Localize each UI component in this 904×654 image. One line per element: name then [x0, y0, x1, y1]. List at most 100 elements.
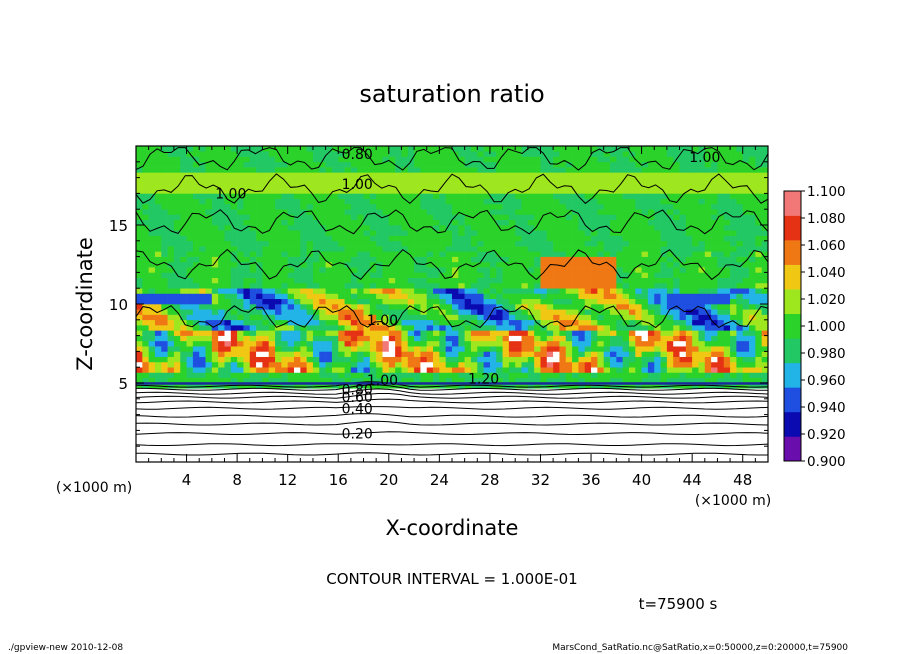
field-cell	[527, 388, 535, 394]
field-cell	[578, 203, 586, 210]
field-cell	[445, 272, 453, 278]
field-cell	[711, 393, 718, 400]
field-cell	[730, 288, 737, 294]
field-cell	[591, 219, 598, 226]
field-cell	[666, 246, 674, 252]
field-cell	[224, 319, 232, 326]
field-cell	[186, 246, 194, 252]
field-cell	[565, 225, 573, 231]
field-cell	[388, 309, 396, 315]
field-cell	[515, 214, 522, 221]
field-cell	[186, 425, 194, 431]
field-cell	[572, 203, 579, 210]
field-cell	[363, 256, 371, 263]
field-cell	[565, 240, 573, 247]
field-cell	[698, 225, 706, 231]
field-cell	[591, 393, 598, 400]
field-cell	[711, 388, 718, 394]
field-cell	[173, 361, 181, 368]
field-cell	[331, 272, 339, 278]
field-cell	[483, 435, 491, 442]
field-cell	[161, 267, 168, 273]
field-cell	[414, 293, 421, 300]
field-cell	[679, 409, 687, 415]
field-cell	[489, 314, 497, 321]
field-cell	[755, 356, 762, 363]
field-cell	[553, 240, 560, 247]
field-cell	[578, 319, 586, 326]
field-cell	[736, 309, 744, 315]
field-cell	[426, 367, 434, 373]
field-cell	[237, 398, 244, 405]
field-cell	[723, 267, 731, 273]
field-cell	[673, 340, 680, 347]
field-cell	[319, 246, 326, 252]
field-cell	[426, 356, 434, 363]
field-cell	[268, 435, 276, 442]
field-cell	[723, 293, 731, 300]
field-cell	[395, 335, 402, 342]
field-cell	[325, 430, 333, 436]
field-cell	[192, 293, 200, 300]
field-cell	[414, 267, 421, 273]
field-cell	[294, 456, 301, 463]
field-cell	[224, 309, 232, 315]
field-cell	[369, 456, 377, 463]
field-cell	[230, 277, 238, 284]
field-cell	[502, 319, 510, 326]
field-cell	[483, 430, 491, 436]
field-cell	[319, 330, 326, 336]
field-cell	[237, 198, 244, 205]
field-cell	[616, 293, 623, 300]
field-cell	[654, 325, 661, 331]
field-cell	[546, 272, 554, 278]
field-cell	[698, 451, 706, 458]
field-cell	[496, 219, 503, 226]
field-cell	[698, 240, 706, 247]
field-cell	[755, 414, 762, 421]
field-cell	[192, 456, 200, 463]
field-cell	[559, 214, 567, 221]
field-cell	[704, 367, 712, 373]
field-cell	[565, 325, 573, 331]
field-cell	[142, 435, 149, 442]
field-cell	[578, 209, 586, 215]
field-cell	[755, 456, 762, 463]
field-cell	[369, 267, 377, 273]
field-cell	[249, 298, 257, 305]
field-cell	[344, 456, 352, 463]
field-cell	[527, 446, 535, 452]
field-cell	[338, 456, 345, 463]
field-cell	[711, 203, 718, 210]
field-cell	[237, 383, 244, 389]
field-cell	[717, 419, 725, 426]
field-cell	[401, 346, 409, 352]
field-cell	[635, 330, 642, 336]
field-cell	[287, 404, 295, 410]
field-cell	[237, 309, 244, 315]
field-cell	[192, 203, 200, 210]
field-cell	[205, 367, 213, 373]
field-cell	[711, 425, 718, 431]
field-cell	[534, 267, 541, 273]
field-cell	[597, 240, 604, 247]
field-cell	[262, 325, 270, 331]
field-cell	[470, 361, 478, 368]
field-cell	[319, 356, 326, 363]
field-cell	[136, 430, 143, 436]
field-cell	[622, 214, 630, 221]
field-cell	[407, 288, 415, 294]
field-cell	[641, 367, 649, 373]
field-cell	[306, 419, 314, 426]
field-cell	[338, 346, 345, 352]
field-cell	[647, 251, 655, 257]
field-cell	[755, 225, 762, 231]
field-cell	[749, 446, 756, 452]
field-cell	[407, 293, 415, 300]
field-cell	[515, 230, 522, 236]
field-cell	[622, 383, 630, 389]
field-cell	[685, 261, 693, 268]
field-cell	[559, 346, 567, 352]
field-cell	[331, 409, 339, 415]
field-cell	[565, 214, 573, 221]
